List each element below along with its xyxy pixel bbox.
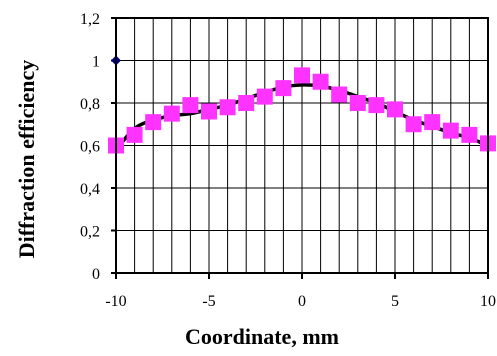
y-tick-label: 0,2 bbox=[80, 224, 100, 241]
data-point-square bbox=[163, 105, 180, 122]
x-tick-label: -10 bbox=[105, 293, 126, 310]
data-point-square bbox=[442, 122, 459, 139]
data-point-square bbox=[387, 101, 403, 118]
data-point-square bbox=[461, 126, 478, 143]
y-tick-label: 0 bbox=[92, 266, 100, 283]
x-tick-label: 0 bbox=[298, 293, 306, 310]
data-point-square bbox=[201, 103, 217, 120]
data-point-square bbox=[294, 67, 310, 84]
grid bbox=[116, 18, 488, 273]
y-tick-label: 0,6 bbox=[80, 139, 100, 156]
y-axis-title: Diffraction efficiency bbox=[14, 60, 39, 259]
data-point-square bbox=[126, 126, 143, 143]
data-point-square bbox=[331, 86, 348, 103]
data-point-square bbox=[275, 80, 292, 97]
data-point-square bbox=[424, 114, 441, 131]
x-axis-tick-labels: -10 -5 0 5 10 bbox=[105, 293, 496, 310]
data-point-square bbox=[368, 97, 385, 114]
y-axis-tick-labels: 0 0,2 0,4 0,6 0,8 1 1,2 bbox=[80, 11, 100, 283]
x-tick-label: 10 bbox=[480, 293, 496, 310]
y-tick-label: 0,4 bbox=[80, 181, 100, 198]
data-point-square bbox=[349, 95, 366, 111]
plot-frame bbox=[115, 17, 489, 274]
x-axis-title: Coordinate, mm bbox=[185, 324, 339, 349]
data-point-square bbox=[219, 99, 236, 116]
data-point-square bbox=[182, 97, 199, 114]
y-tick-label: 1,2 bbox=[80, 11, 100, 28]
data-markers bbox=[108, 55, 496, 154]
data-point-square bbox=[145, 114, 162, 131]
y-tick-label: 1 bbox=[92, 54, 100, 71]
data-point-square bbox=[405, 116, 422, 133]
data-point-square bbox=[256, 88, 273, 105]
x-tick-label: 5 bbox=[391, 293, 399, 310]
data-point-square bbox=[238, 95, 255, 111]
x-tick-label: -5 bbox=[202, 293, 215, 310]
data-point-square bbox=[312, 73, 329, 90]
y-tick-label: 0,8 bbox=[80, 96, 100, 113]
